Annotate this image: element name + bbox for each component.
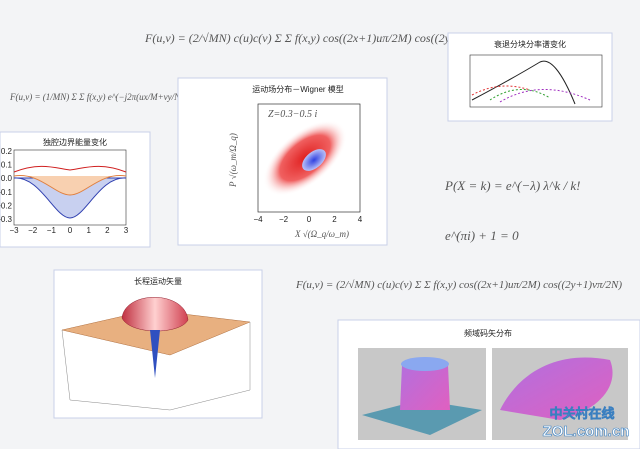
panel-title: 运动场分布－Wigner 模型 — [252, 84, 344, 94]
plot-frame — [257, 103, 361, 213]
curve — [499, 89, 591, 103]
panel-title: 长程运动矢量 — [134, 276, 182, 286]
tick-label: −2 — [28, 226, 38, 235]
tick-label: 3 — [124, 226, 129, 235]
tick-label: 0.1 — [1, 161, 13, 170]
surface — [500, 357, 613, 420]
curve — [471, 85, 531, 96]
panel-frame — [447, 32, 613, 122]
surface-top — [401, 357, 449, 371]
watermark-brand: 中关村在线 — [549, 406, 614, 421]
tick-label: −0.2 — [0, 201, 13, 210]
plot-frame — [13, 149, 127, 226]
long-range-panel: 长程运动矢量 — [53, 269, 263, 419]
surface-dip — [150, 330, 160, 378]
tick-label: −0.3 — [0, 215, 13, 224]
wigner-panel: 运动场分布－Wigner 模型 Z=0.3−0.5 i X √(Ω_q/ω_m)… — [177, 77, 388, 246]
formula: F(u,v) = (2/√MN) c(u)c(v) Σ Σ f(x,y) cos… — [295, 279, 622, 291]
surface-peak — [400, 357, 450, 410]
tick-label: 1 — [86, 226, 91, 235]
formula: F(u,v) = (1/MN) Σ Σ f(x,y) e^(−j2π(ux/M+… — [9, 92, 186, 102]
surface-peak — [121, 297, 189, 332]
formula: P(X = k) = e^(−λ) λ^k / k! — [444, 178, 581, 193]
y-ticks: 0.2 0.1 0.0 −0.1 −0.2 −0.3 — [0, 147, 13, 224]
tick-label: 4 — [358, 215, 363, 224]
surface — [362, 400, 482, 435]
tick-label: 0.2 — [1, 147, 13, 156]
decay-panel: 衰退分块分率谱变化 — [447, 32, 613, 122]
wigner-negative — [302, 149, 326, 171]
watermark-url: ZOL.com.cn — [543, 423, 630, 440]
x-ticks: −4 −2 0 2 4 — [253, 215, 362, 224]
curve — [13, 165, 127, 173]
curve — [471, 60, 576, 105]
box — [61, 322, 251, 411]
formula: F(u,v) = (2/√MN) c(u)c(v) Σ Σ f(x,y) cos… — [144, 31, 501, 45]
frequency-panel: 频域码矢分布 — [337, 319, 640, 449]
tick-label: −2 — [279, 215, 289, 224]
curve — [489, 89, 551, 101]
tick-label: 2 — [332, 215, 337, 224]
panel-title: 独腔边界能量变化 — [43, 137, 107, 147]
area — [13, 177, 127, 219]
tick-label: 0 — [68, 226, 73, 235]
x-ticks: −3 −2 −1 0 1 2 3 — [9, 226, 128, 235]
panel-title: 衰退分块分率谱变化 — [494, 39, 566, 49]
watermark: 中关村在线 ZOL.com.cn — [542, 406, 630, 441]
boundary-panel: 独腔边界能量变化 0.2 0.1 0.0 −0.1 −0.2 −0.3 −3 −2 −1 0 1 2… — [0, 131, 151, 248]
tick-label: −1 — [47, 226, 57, 235]
tick-label: 0.0 — [1, 174, 13, 183]
tick-label: −0.1 — [0, 188, 13, 197]
tick-label: 2 — [105, 226, 110, 235]
formula: e^(πi) + 1 = 0 — [445, 228, 519, 243]
area — [13, 175, 127, 196]
plot-frame — [469, 54, 603, 108]
tick-label: −4 — [253, 215, 263, 224]
tick-label: −3 — [9, 226, 19, 235]
y-label: P √(ω_m/Ω_q) — [228, 133, 238, 188]
panel-title: 频域码矢分布 — [464, 328, 512, 338]
x-label: X √(Ω_q/ω_m) — [294, 229, 349, 239]
annotation: Z=0.3−0.5 i — [268, 109, 318, 120]
tick-label: 0 — [307, 215, 312, 224]
